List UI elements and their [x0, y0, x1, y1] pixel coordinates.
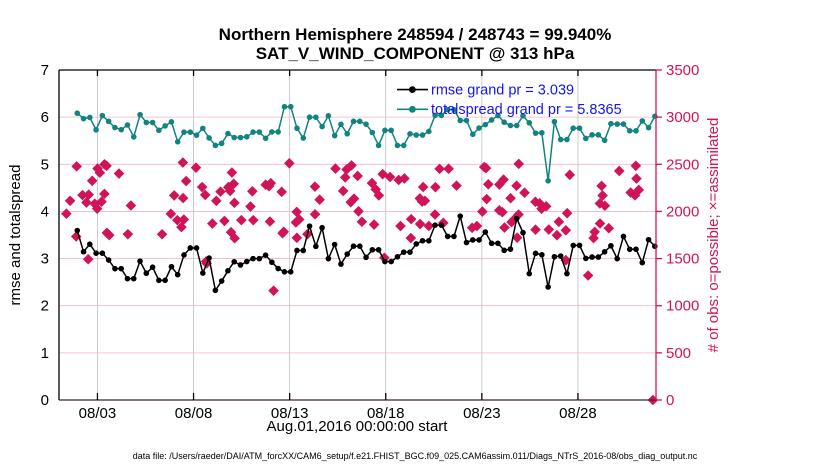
svg-text:5: 5	[41, 156, 49, 173]
svg-text:3500: 3500	[666, 62, 699, 79]
svg-text:1000: 1000	[666, 298, 699, 315]
svg-text:500: 500	[666, 345, 691, 362]
svg-text:totalspread grand pr = 5.8365: totalspread grand pr = 5.8365	[431, 102, 622, 118]
svg-text:SAT_V_WIND_COMPONENT @ 313 hPa: SAT_V_WIND_COMPONENT @ 313 hPa	[256, 44, 575, 63]
svg-text:2000: 2000	[666, 203, 699, 220]
svg-text:08/08: 08/08	[175, 405, 213, 422]
svg-text:rmse and totalspread: rmse and totalspread	[7, 165, 24, 306]
svg-text:4: 4	[41, 203, 49, 220]
svg-text:2500: 2500	[666, 156, 699, 173]
svg-text:# of obs: o=possible; ×=assimi: # of obs: o=possible; ×=assimilated	[705, 118, 722, 353]
svg-text:3: 3	[41, 251, 49, 268]
svg-text:6: 6	[41, 109, 49, 126]
svg-text:1500: 1500	[666, 251, 699, 268]
svg-text:08/03: 08/03	[79, 405, 117, 422]
svg-text:Northern Hemisphere 248594 / 2: Northern Hemisphere 248594 / 248743 = 99…	[219, 25, 612, 44]
svg-text:0: 0	[41, 392, 49, 409]
svg-text:0: 0	[666, 392, 674, 409]
svg-text:3000: 3000	[666, 109, 699, 126]
svg-text:data file: /Users/raeder/DAI/A: data file: /Users/raeder/DAI/ATM_forcXX/…	[133, 451, 698, 461]
svg-text:08/23: 08/23	[463, 405, 501, 422]
svg-text:7: 7	[41, 62, 49, 79]
svg-text:1: 1	[41, 345, 49, 362]
svg-text:08/28: 08/28	[559, 405, 597, 422]
svg-text:rmse grand pr = 3.039: rmse grand pr = 3.039	[431, 83, 574, 99]
svg-text:2: 2	[41, 298, 49, 315]
svg-text:Aug.01,2016 00:00:00 start: Aug.01,2016 00:00:00 start	[267, 418, 449, 435]
